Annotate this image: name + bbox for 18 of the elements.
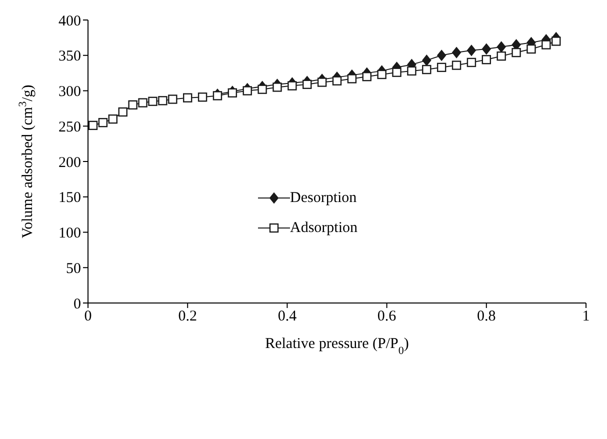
y-tick-label: 200: [58, 154, 81, 171]
y-tick-label: 400: [58, 13, 81, 30]
y-tick-label: 300: [58, 84, 81, 100]
y-tick-label: 50: [66, 260, 81, 277]
y-tick-label: 150: [58, 190, 81, 206]
y-tick-label: 100: [58, 226, 81, 242]
x-tick-label: 0.6: [377, 308, 397, 325]
x-tick-label: 0.8: [477, 308, 496, 325]
y-tick-label: 0: [74, 296, 81, 312]
x-tick-label: 0.4: [278, 308, 298, 325]
y-tick-label: 250: [58, 119, 81, 136]
x-tick-label: 0.2: [178, 308, 197, 325]
x-axis-title: Relative pressure (P/P$_{0}$): [265, 336, 409, 357]
x-tick-label: 1: [582, 308, 590, 325]
y-tick-label: 350: [58, 48, 81, 65]
legend-label: Adsorption: [290, 220, 358, 236]
legend-label: Desorption: [290, 190, 357, 206]
x-tick-label: 0: [84, 308, 92, 325]
